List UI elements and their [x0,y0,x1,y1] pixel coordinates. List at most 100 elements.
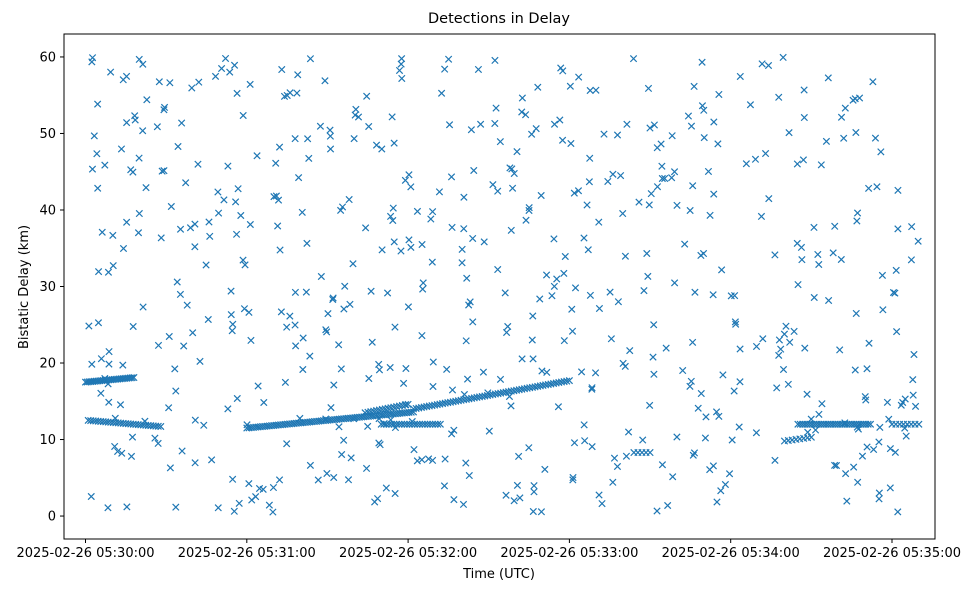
data-point [909,391,917,399]
data-point [459,500,468,509]
data-point [298,208,306,216]
data-point [721,480,730,489]
data-point [522,216,530,224]
data-point [276,246,284,254]
data-point [303,239,311,248]
data-point [418,456,426,464]
data-point [104,268,113,276]
data-point [513,481,522,490]
data-point [543,368,551,376]
data-point [419,285,427,293]
data-point [635,198,643,206]
data-point [550,120,559,128]
data-point [428,456,437,465]
data-point [253,152,261,160]
data-point [644,272,652,281]
data-point [232,230,241,238]
data-point [877,148,885,156]
data-point [790,327,798,336]
data-point [283,440,291,448]
data-point [416,420,424,428]
data-point [465,471,473,480]
data-point [901,424,909,432]
data-point [609,478,617,486]
data-point [424,455,433,463]
data-point [623,120,631,128]
data-point [746,101,755,109]
data-point [699,249,708,258]
data-point [876,423,884,432]
data-point [619,209,627,218]
data-point [645,201,653,209]
data-point [304,135,312,143]
data-point [771,251,779,259]
data-point [229,320,237,328]
data-point [595,218,603,226]
data-point [801,344,809,352]
data-point [639,436,647,444]
data-point [154,439,162,448]
data-point [777,345,785,353]
data-point [800,113,808,122]
data-point [661,174,669,183]
data-point [525,444,533,452]
data-point [105,360,113,368]
data-point [390,238,398,246]
data-point [807,433,815,441]
data-point [329,295,337,304]
data-point [391,323,399,331]
data-point [88,360,96,368]
data-point [688,338,697,346]
x-tick-label: 2025-02-26 05:30:00 [16,546,154,561]
data-point [462,337,470,345]
data-point [581,437,589,445]
data-point [886,484,894,492]
data-point [447,173,456,181]
data-point [294,71,302,79]
data-point [894,508,902,516]
data-point [810,223,818,232]
data-point [892,328,901,336]
data-point [600,130,608,138]
data-point [116,401,125,409]
data-point [508,165,516,173]
data-point [246,220,254,229]
data-point [429,358,437,366]
data-point [532,125,540,133]
data-point [567,139,575,148]
data-point [94,184,102,192]
data-point [902,432,910,440]
data-point [246,80,254,88]
data-point [408,420,416,428]
data-point [354,113,363,121]
data-point [429,420,437,428]
data-point [200,421,208,429]
data-point [194,160,202,168]
data-point [588,385,596,393]
data-point [525,203,533,212]
data-point [840,134,848,142]
data-point [782,322,790,330]
y-tick-label: 50 [39,127,56,142]
data-point [713,498,721,506]
data-point [214,209,223,217]
data-point [873,183,881,191]
data-point [852,309,860,318]
data-point [496,375,505,384]
data-point [274,222,282,230]
data-point [372,141,381,149]
data-point [387,416,395,424]
data-point [575,73,583,81]
data-point [118,449,126,457]
data-point [105,347,113,356]
data-point [489,180,497,189]
data-point [443,365,451,374]
data-point [450,426,458,434]
data-point [829,249,837,257]
data-point [211,72,220,80]
x-axis-label: Time (UTC) [462,567,535,582]
data-point [510,497,518,505]
data-point [476,120,485,128]
data-point [404,400,412,408]
data-point [883,398,892,406]
